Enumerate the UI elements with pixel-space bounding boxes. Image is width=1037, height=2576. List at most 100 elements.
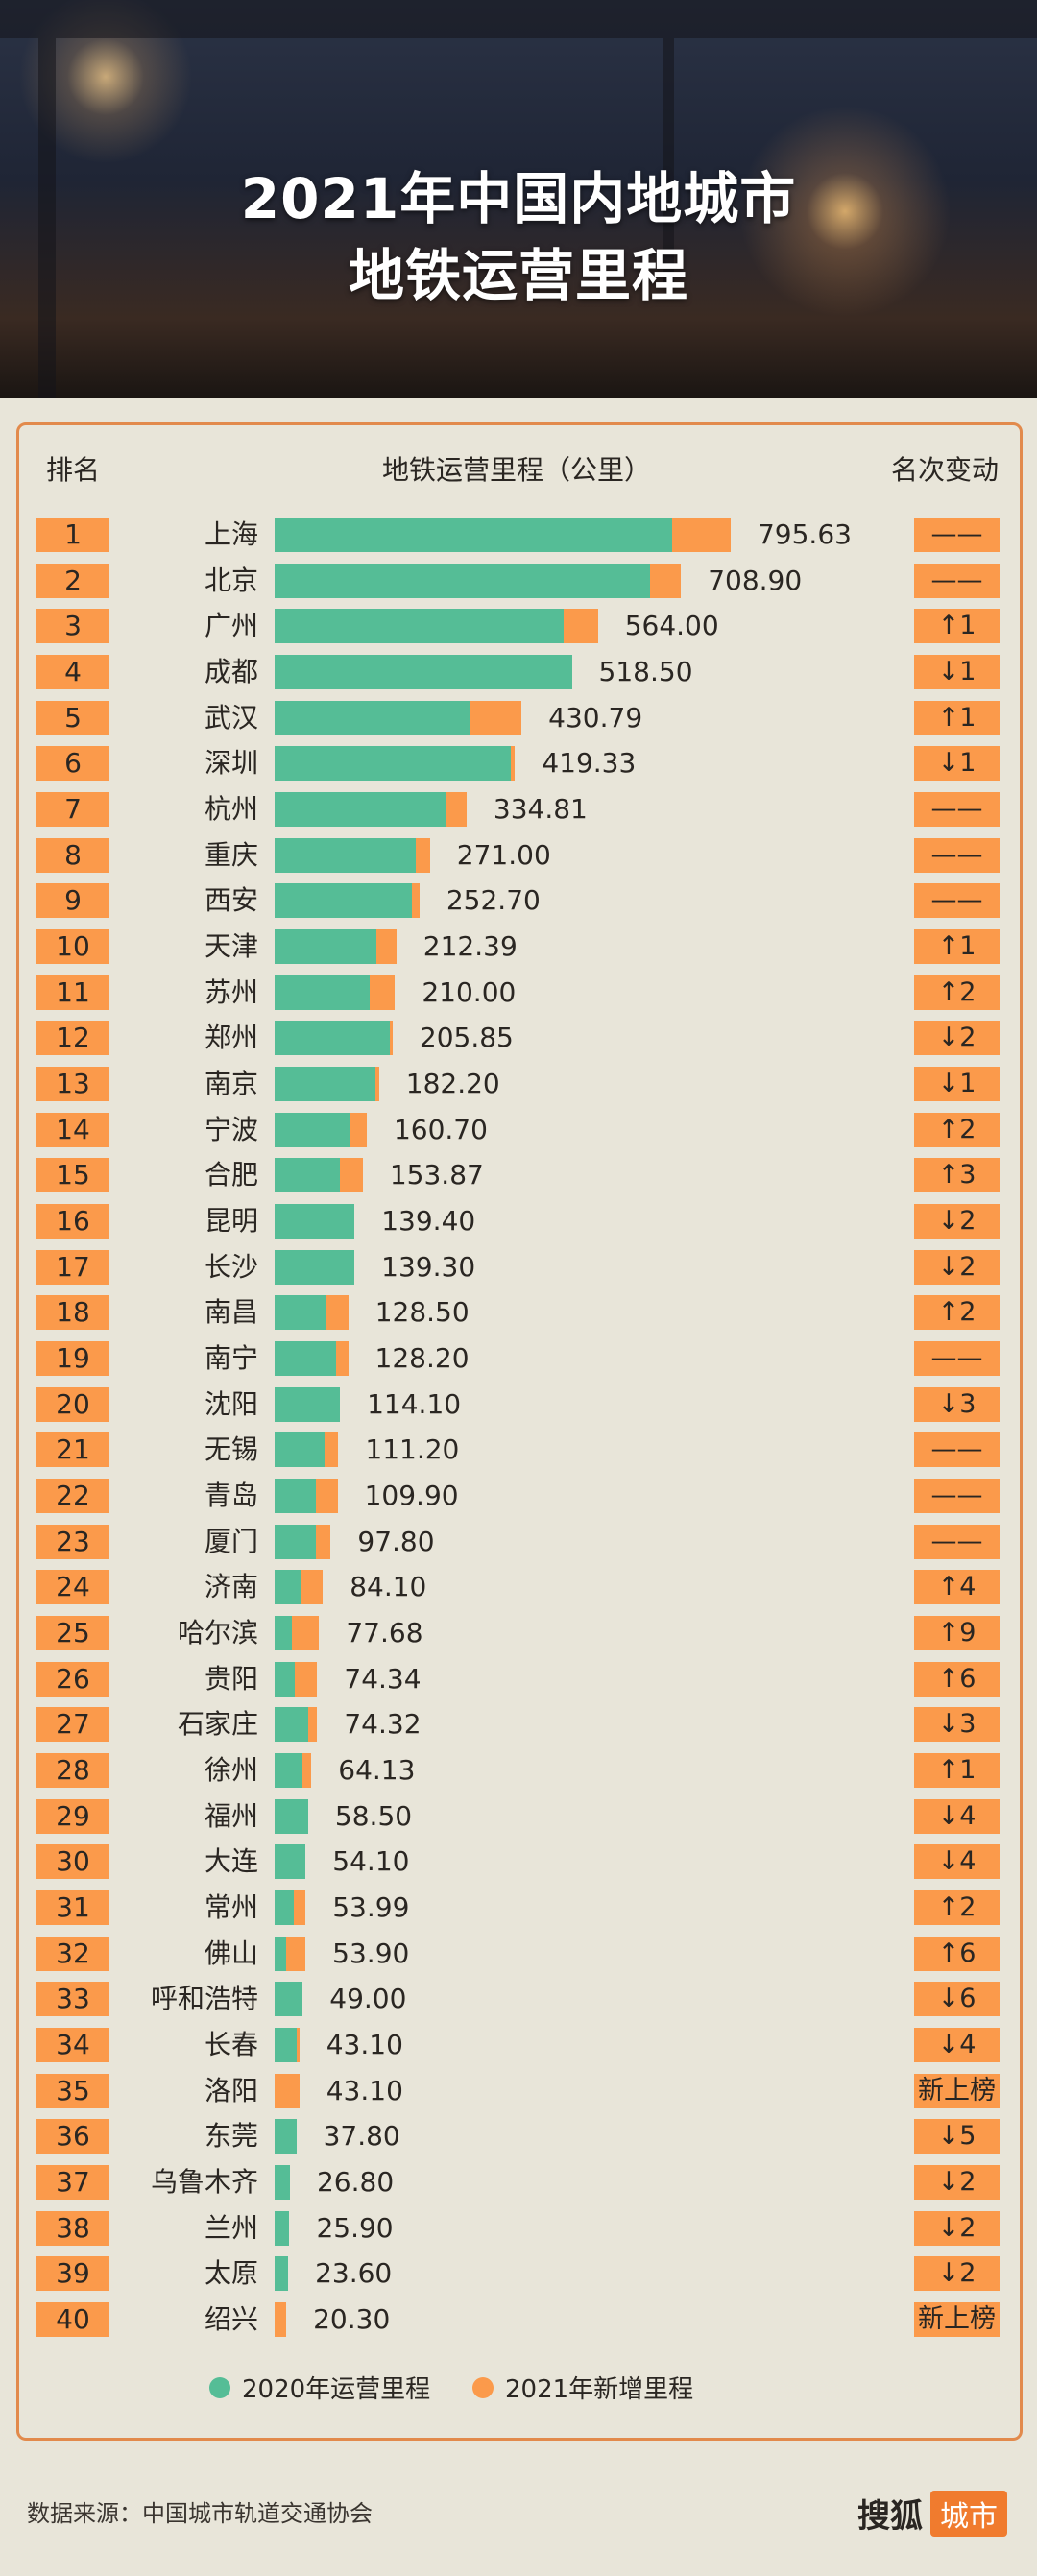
bar-2020 xyxy=(275,837,416,873)
bar-2020 xyxy=(275,1021,390,1056)
rank-badge: 16 xyxy=(36,1204,109,1240)
chart-row: 3 广州 564.00 ↑1 xyxy=(0,609,1037,644)
bar-2021-new xyxy=(325,1432,339,1468)
rank-change-badge: —— xyxy=(914,563,1000,598)
chart-row: 26 贵阳 74.34 ↑6 xyxy=(0,1661,1037,1697)
chart-row: 18 南昌 128.50 ↑2 xyxy=(0,1295,1037,1331)
chart-row: 7 杭州 334.81 —— xyxy=(0,792,1037,828)
rank-badge: 37 xyxy=(36,2165,109,2201)
header-photo: 2021年中国内地城市 地铁运营里程 xyxy=(0,0,1037,398)
city-label: 石家庄 xyxy=(177,1708,258,1741)
legend-label-2020: 2020年运营里程 xyxy=(242,2375,431,2404)
city-label: 无锡 xyxy=(204,1433,258,1466)
rank-badge: 21 xyxy=(36,1432,109,1468)
chart-row: 39 太原 23.60 ↓2 xyxy=(0,2256,1037,2292)
bar-2021-new xyxy=(350,1112,367,1147)
value-label: 419.33 xyxy=(542,747,637,780)
rank-badge: 25 xyxy=(36,1616,109,1651)
rank-change-badge: ↓2 xyxy=(914,1204,1000,1240)
city-label: 广州 xyxy=(204,610,258,642)
bar-2020 xyxy=(275,1890,294,1926)
rank-badge: 38 xyxy=(36,2210,109,2246)
rank-change-badge: ↓5 xyxy=(914,2119,1000,2155)
city-label: 福州 xyxy=(204,1799,258,1832)
title-line-1: 2021年中国内地城市 xyxy=(240,166,797,231)
bar-2020 xyxy=(275,1982,303,2017)
bar-2021-new xyxy=(316,1524,331,1559)
bar-2021-new xyxy=(649,563,682,598)
value-label: 20.30 xyxy=(313,2303,391,2336)
rank-change-badge: —— xyxy=(914,792,1000,828)
rank-badge: 34 xyxy=(36,2028,109,2063)
value-label: 795.63 xyxy=(757,518,852,550)
rank-badge: 24 xyxy=(36,1570,109,1605)
chart-row: 10 天津 212.39 ↑1 xyxy=(0,929,1037,965)
value-label: 97.80 xyxy=(357,1525,435,1557)
rank-change-badge: 新上榜 xyxy=(914,2302,1000,2338)
value-label: 49.00 xyxy=(329,1983,407,2015)
rank-badge: 33 xyxy=(36,1982,109,2017)
chart-row: 38 兰州 25.90 ↓2 xyxy=(0,2210,1037,2246)
bar-2020 xyxy=(275,655,572,689)
rank-change-badge: ↓2 xyxy=(914,1249,1000,1285)
chart-row: 14 宁波 160.70 ↑2 xyxy=(0,1112,1037,1147)
bar-2020 xyxy=(275,2028,297,2063)
value-label: 111.20 xyxy=(365,1433,460,1466)
rank-change-badge: —— xyxy=(914,1432,1000,1468)
rank-badge: 22 xyxy=(36,1479,109,1514)
bar-2020 xyxy=(275,1112,350,1147)
rank-badge: 17 xyxy=(36,1249,109,1285)
rank-change-badge: ↑9 xyxy=(914,1616,1000,1651)
bar-2021-new xyxy=(369,975,396,1010)
chart-row: 32 佛山 53.90 ↑6 xyxy=(0,1936,1037,1971)
city-label: 大连 xyxy=(204,1845,258,1878)
chart-row: 11 苏州 210.00 ↑2 xyxy=(0,975,1037,1010)
rank-change-badge: ↑1 xyxy=(914,609,1000,644)
header-change: 名次变动 xyxy=(891,454,1000,486)
chart-row: 31 常州 53.99 ↑2 xyxy=(0,1890,1037,1926)
city-label: 哈尔滨 xyxy=(177,1617,258,1649)
rank-change-badge: ↓4 xyxy=(914,2028,1000,2063)
chart-row: 23 厦门 97.80 —— xyxy=(0,1524,1037,1559)
value-label: 64.13 xyxy=(338,1754,416,1787)
chart-row: 17 长沙 139.30 ↓2 xyxy=(0,1249,1037,1285)
chart-row: 2 北京 708.90 —— xyxy=(0,563,1037,598)
rank-badge: 10 xyxy=(36,929,109,965)
logo-text: 搜狐 xyxy=(857,2497,923,2536)
chart-row: 29 福州 58.50 ↓4 xyxy=(0,1798,1037,1834)
bar-2020 xyxy=(275,1204,355,1240)
rank-badge: 36 xyxy=(36,2119,109,2155)
bar-2020 xyxy=(275,1295,326,1331)
bar-2020 xyxy=(275,1661,296,1697)
chart-row: 19 南宁 128.20 —— xyxy=(0,1341,1037,1377)
rank-change-badge: ↓6 xyxy=(914,1982,1000,2017)
chart-row: 25 哈尔滨 77.68 ↑9 xyxy=(0,1616,1037,1651)
rank-change-badge: —— xyxy=(914,1524,1000,1559)
rank-change-badge: ↑2 xyxy=(914,1295,1000,1331)
value-label: 74.34 xyxy=(344,1662,422,1695)
rank-badge: 19 xyxy=(36,1341,109,1377)
value-label: 77.68 xyxy=(346,1617,423,1649)
value-label: 128.50 xyxy=(374,1296,470,1329)
chart-row: 12 郑州 205.85 ↓2 xyxy=(0,1021,1037,1056)
bar-2020 xyxy=(275,1798,308,1834)
rank-change-badge: —— xyxy=(914,1341,1000,1377)
city-label: 兰州 xyxy=(204,2211,258,2244)
city-label: 南宁 xyxy=(204,1342,258,1375)
city-label: 昆明 xyxy=(204,1205,258,1238)
bar-2021-new xyxy=(446,792,467,828)
rank-badge: 14 xyxy=(36,1112,109,1147)
value-label: 37.80 xyxy=(323,2120,400,2153)
rank-change-badge: ↓4 xyxy=(914,1798,1000,1834)
rank-change-badge: —— xyxy=(914,518,1000,552)
legend-label-2021: 2021年新增里程 xyxy=(505,2375,694,2404)
rank-change-badge: ↓1 xyxy=(914,655,1000,689)
city-label: 太原 xyxy=(204,2257,258,2290)
sohu-logo: 搜狐 城市 xyxy=(857,2490,1007,2537)
city-label: 宁波 xyxy=(204,1113,258,1145)
bar-2021-new xyxy=(275,2073,300,2108)
rank-badge: 6 xyxy=(36,746,109,782)
chart-row: 24 济南 84.10 ↑4 xyxy=(0,1570,1037,1605)
value-label: 271.00 xyxy=(456,838,551,871)
rank-badge: 26 xyxy=(36,1661,109,1697)
